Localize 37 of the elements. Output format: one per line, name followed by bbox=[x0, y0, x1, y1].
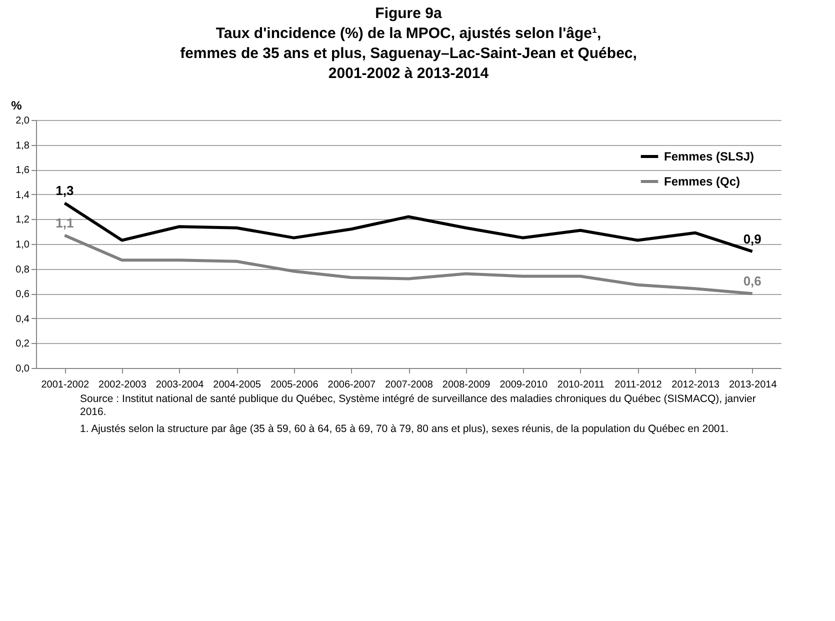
x-tick-label: 2010-2011 bbox=[557, 380, 605, 390]
y-tick-label: 0,8 bbox=[16, 264, 30, 276]
text: Taux d'incidence (%) de la MPOC, ajustés selon l'âge¹, bbox=[216, 25, 602, 42]
text: femmes de 35 ans et plus, Saguenay–Lac-Saint-Jean et Québec, bbox=[180, 45, 637, 62]
y-tick-label: 1,0 bbox=[16, 240, 30, 250]
x-tick-label: 2009-2010 bbox=[500, 380, 548, 390]
y-tick-label: 1,4 bbox=[16, 190, 30, 201]
x-tick-label: 2007-2008 bbox=[385, 380, 434, 390]
x-tick-label: 2011-2012 bbox=[614, 380, 662, 390]
x-tick-label: 2003-2004 bbox=[156, 380, 204, 390]
x-tick-label: 2002-2003 bbox=[98, 380, 147, 390]
y-tick-label: 1,8 bbox=[16, 140, 30, 152]
x-tick-label: 2005-2006 bbox=[270, 380, 319, 390]
legend-label: Femmes (Qc) bbox=[664, 174, 740, 188]
x-tick-label: 2006-2007 bbox=[328, 380, 376, 390]
y-tick-label: 1,6 bbox=[16, 165, 30, 176]
y-tick-label: 0,6 bbox=[16, 289, 30, 300]
data-label: 1,1 bbox=[56, 215, 74, 230]
y-tick-label: 0,2 bbox=[16, 338, 30, 350]
legend-label: Femmes (SLSJ) bbox=[664, 150, 754, 164]
y-axis-title: % bbox=[11, 98, 22, 112]
text: 2001-2002 à 2013-2014 bbox=[328, 65, 489, 82]
x-tick-label: 2012-2013 bbox=[672, 380, 720, 390]
x-tick-label: 2004-2005 bbox=[213, 380, 262, 390]
data-label: 0,9 bbox=[743, 231, 762, 246]
y-tick-label: 0,4 bbox=[16, 314, 30, 325]
y-tick-label: 0,0 bbox=[16, 364, 30, 374]
text: Figure 9a bbox=[375, 5, 442, 22]
x-tick-label: 2008-2009 bbox=[442, 380, 491, 390]
y-tick-label: 1,2 bbox=[16, 214, 30, 226]
data-label: 1,3 bbox=[56, 183, 74, 198]
data-label: 0,6 bbox=[743, 274, 762, 289]
y-tick-label: 2,0 bbox=[16, 116, 30, 126]
text: 1. Ajustés selon la structure par âge (35 à 59, 60 à 64, 65 à 69, 70 à 79, 80 ans et plus), sexes réunis, de la population du Québec en 2001. bbox=[80, 423, 730, 436]
x-tick-label: 2013-2014 bbox=[728, 380, 778, 390]
x-tick-label: 2001-2002 bbox=[41, 380, 90, 390]
source-note: Source : Institut national de santé publique du Québec, Système intégré de surveillance des maladies chroniques du Québec (SISMACQ), janvier 2016. bbox=[80, 393, 757, 419]
